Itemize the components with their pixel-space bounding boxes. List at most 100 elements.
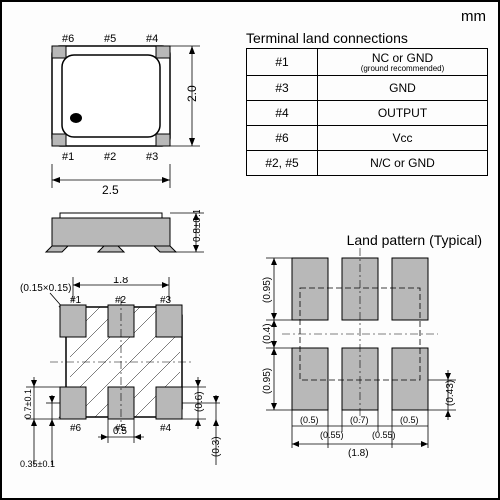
dim-text: (0.3) xyxy=(211,436,222,457)
table-row: #2, #5 N/C or GND xyxy=(247,151,488,176)
table-row: #6 Vcc xyxy=(247,126,488,151)
dim-text: (0.55) xyxy=(320,430,344,440)
arrowhead xyxy=(162,177,170,183)
dim-text: (1.8) xyxy=(348,448,369,459)
land-pad xyxy=(392,258,428,320)
pad xyxy=(60,387,86,419)
arrowhead xyxy=(189,46,195,54)
side-foot xyxy=(154,246,176,252)
side-lid xyxy=(60,213,162,218)
dim-text: 2.0 xyxy=(185,85,199,102)
arrowhead xyxy=(52,177,60,183)
pin-label: #6 xyxy=(62,33,74,45)
desc-cell: OUTPUT xyxy=(318,101,488,126)
dim-text: (0.6) xyxy=(194,391,205,412)
land-pattern-title: Land pattern (Typical) xyxy=(242,232,492,248)
arrowhead xyxy=(31,380,37,387)
land-pad xyxy=(392,348,428,410)
top-view-svg: #6 #5 #4 #1 #2 #3 2.0 xyxy=(32,32,222,207)
arrowhead xyxy=(101,434,108,440)
desc-cell: N/C or GND xyxy=(318,151,488,176)
land-pattern-diagram: Land pattern (Typical) xyxy=(242,232,492,497)
side-view-svg: 0.8±0.1 xyxy=(32,210,222,265)
pin-label: #2 xyxy=(104,151,116,163)
pin-label: #1 xyxy=(62,151,74,163)
pad xyxy=(60,305,86,337)
dim-text: 0.5 xyxy=(113,426,127,437)
pin-label: #1 xyxy=(70,295,82,306)
pin-cell: #4 xyxy=(247,101,318,126)
desc-cell: GND xyxy=(318,76,488,101)
arrowhead xyxy=(271,403,277,410)
dim-text: (0.95) xyxy=(262,277,273,303)
pin-cell: #6 xyxy=(247,126,318,151)
table-row: #1 NC or GND (ground recommended) xyxy=(247,49,488,76)
side-view-diagram: 0.8±0.1 xyxy=(32,210,222,265)
land-pad xyxy=(292,258,328,320)
dim-text: (0.4) xyxy=(262,323,273,344)
terminal-table: #1 NC or GND (ground recommended) #3 GND… xyxy=(246,48,488,176)
pad xyxy=(52,46,66,58)
dim-text: (0.55) xyxy=(372,430,396,440)
side-body xyxy=(52,218,170,246)
pad xyxy=(52,134,66,146)
desc-cell: NC or GND (ground recommended) xyxy=(318,49,488,76)
arrowhead xyxy=(73,282,80,288)
pin-label: #6 xyxy=(70,423,82,434)
terminal-table-title: Terminal land connections xyxy=(246,30,488,46)
terminal-connections-block: Terminal land connections #1 NC or GND (… xyxy=(246,30,488,176)
desc-cell: Vcc xyxy=(318,126,488,151)
pad xyxy=(156,46,170,58)
pad xyxy=(156,305,182,337)
dim-text: 0.7±0.1 xyxy=(23,389,33,419)
dim-text: 0.35±0.1 xyxy=(20,459,55,469)
dim-text: (0.15×0.15) xyxy=(20,283,71,294)
land-pattern-svg: (0.95) (0.4) (0.95) (0.43) xyxy=(242,248,492,493)
package-lid xyxy=(62,55,160,137)
pin-label: #5 xyxy=(104,33,116,45)
pad xyxy=(156,387,182,419)
footprint-diagram: (0.15×0.15) 1.8 xyxy=(20,277,225,492)
pin-label: #3 xyxy=(160,295,172,306)
pad xyxy=(156,134,170,146)
top-view-diagram: #6 #5 #4 #1 #2 #3 2.0 xyxy=(32,32,222,207)
land-pad xyxy=(292,348,328,410)
side-foot xyxy=(46,246,68,252)
pin-cell: #2, #5 xyxy=(247,151,318,176)
desc-sub: (ground recommended) xyxy=(324,65,481,73)
dim-text: 0.8±0.1 xyxy=(192,210,203,242)
pin-label: #4 xyxy=(146,33,158,45)
arrowhead xyxy=(162,282,169,288)
arrowhead xyxy=(31,419,37,426)
pin-label: #4 xyxy=(160,423,172,434)
dim-text: (0.5) xyxy=(400,415,419,425)
arrowhead xyxy=(445,410,451,417)
arrowhead xyxy=(445,373,451,380)
dim-text: (0.5) xyxy=(300,415,319,425)
pin-cell: #3 xyxy=(247,76,318,101)
arrowhead xyxy=(271,348,277,355)
arrowhead xyxy=(193,245,199,252)
table-row: #3 GND xyxy=(247,76,488,101)
arrowhead xyxy=(271,313,277,320)
arrowhead xyxy=(49,396,55,403)
desc-text: NC or GND xyxy=(372,51,433,65)
index-dot xyxy=(70,113,82,123)
arrowhead xyxy=(213,419,219,426)
arrowhead xyxy=(213,396,219,403)
unit-label: mm xyxy=(461,8,486,25)
dim-text: 2.5 xyxy=(102,183,119,197)
dim-text: (0.7) xyxy=(350,415,369,425)
pin-cell: #1 xyxy=(247,49,318,76)
dim-text: (0.95) xyxy=(262,368,273,394)
side-foot xyxy=(98,246,124,252)
dim-text: (0.43) xyxy=(445,380,456,406)
page-frame: mm Terminal land connections #1 NC or GN… xyxy=(0,0,500,500)
dim-text: 1.8 xyxy=(113,277,128,286)
pin-label: #3 xyxy=(146,151,158,163)
arrowhead xyxy=(189,138,195,146)
arrowhead xyxy=(49,419,55,426)
arrowhead xyxy=(195,380,201,387)
arrowhead xyxy=(195,419,201,426)
arrowhead xyxy=(134,434,141,440)
